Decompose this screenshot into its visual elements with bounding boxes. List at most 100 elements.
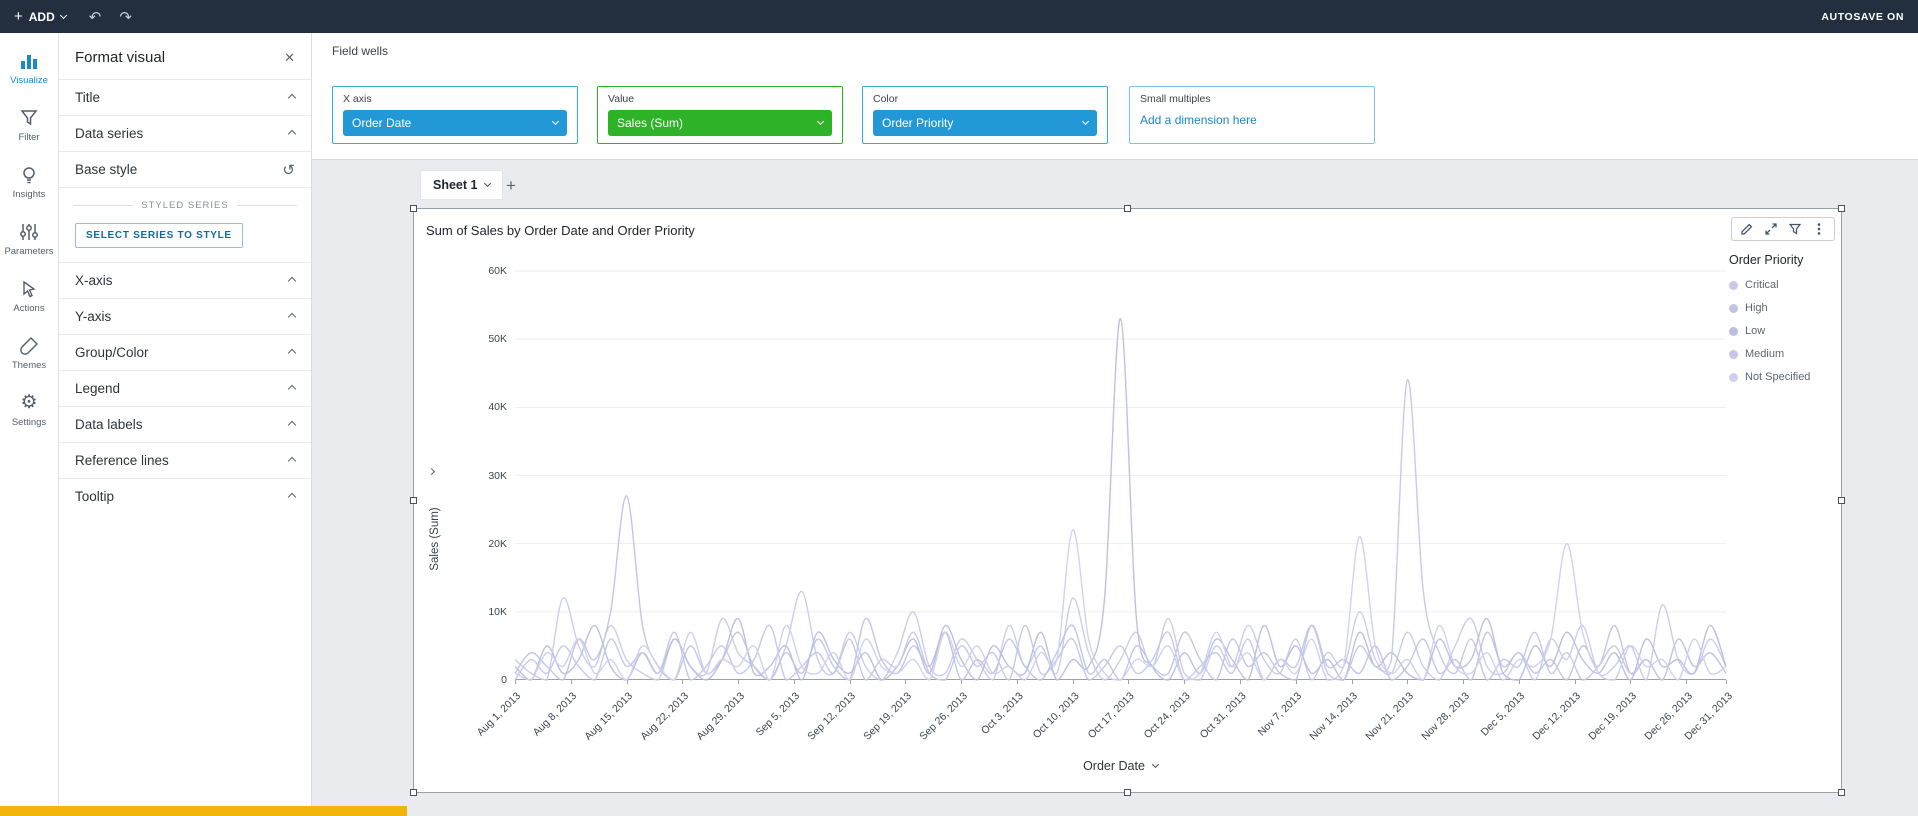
resize-handle-bottom-center[interactable] [1124, 789, 1131, 796]
x-tick-mark [905, 680, 907, 684]
resize-handle-top-center[interactable] [1124, 205, 1131, 212]
section-data-labels[interactable]: Data labels [59, 406, 311, 442]
y-tick-label: 0 [501, 674, 507, 686]
chevron-up-icon [287, 276, 297, 285]
resize-handle-top-right[interactable] [1838, 205, 1845, 212]
x-tick-mark [1240, 680, 1241, 684]
well-name: Small multiples [1140, 93, 1211, 105]
resize-handle-left-middle[interactable] [410, 497, 417, 504]
reset-icon[interactable]: ↺ [282, 161, 295, 179]
top-bar: + ADD ↶ ↷ AUTOSAVE ON [0, 0, 1918, 33]
section-x-axis[interactable]: X-axis [59, 262, 311, 298]
rail-item-filter[interactable]: Filter [18, 108, 40, 143]
section-reference-lines[interactable]: Reference lines [59, 442, 311, 478]
x-tick-label: Oct 10, 2013 [1030, 690, 1082, 742]
x-tick-label: Dec 12, 2013 [1530, 690, 1584, 743]
x-tick-label: Aug 29, 2013 [693, 690, 747, 743]
chevron-down-icon [816, 117, 825, 126]
resize-handle-bottom-right[interactable] [1838, 789, 1845, 796]
section-label: Data labels [75, 417, 143, 432]
x-tick-label: Nov 7, 2013 [1255, 690, 1305, 739]
section-label: Group/Color [75, 345, 149, 360]
well-x-axis-pill[interactable]: Order Date [343, 110, 567, 136]
cursor-icon [23, 280, 36, 298]
rail-item-insights[interactable]: Insights [13, 165, 45, 200]
y-tick-label: 40K [488, 401, 507, 414]
x-axis-title[interactable]: Order Date [515, 759, 1726, 773]
rail-item-actions[interactable]: Actions [13, 279, 45, 314]
pencil-icon[interactable] [1736, 221, 1758, 237]
visual-title: Sum of Sales by Order Date and Order Pri… [426, 223, 695, 238]
x-tick-mark [849, 680, 851, 684]
legend-label: Not Specified [1745, 371, 1811, 383]
legend-item-medium[interactable]: Medium [1729, 348, 1829, 360]
x-tick-label: Nov 28, 2013 [1418, 690, 1472, 743]
section-label: Reference lines [75, 453, 169, 468]
x-tick-label: Aug 22, 2013 [638, 690, 691, 743]
field-wells-label: Field wells [332, 44, 389, 58]
resize-handle-top-left[interactable] [410, 205, 417, 212]
well-color-pill[interactable]: Order Priority [873, 110, 1097, 136]
rail-label: Parameters [4, 246, 54, 257]
pill-label: Order Date [352, 116, 412, 130]
section-title[interactable]: Title [59, 79, 311, 115]
add-button-label: ADD [28, 9, 55, 24]
x-tick-mark [1072, 680, 1074, 684]
legend-item-critical[interactable]: Critical [1729, 279, 1829, 291]
x-tick-mark [1686, 680, 1688, 684]
x-tick-mark [682, 680, 684, 684]
x-tick-mark [515, 680, 516, 684]
add-sheet-button[interactable]: + [506, 176, 516, 195]
chart-plot-area[interactable]: 0 10K 20K 30K 40K 50K 60K Aug 1, 2013 Aug 8, 201… [475, 265, 1735, 743]
rail-label: Visualize [10, 75, 48, 86]
x-tick-label: Oct 31, 2013 [1197, 690, 1249, 742]
x-tick-label: Sep 12, 2013 [805, 690, 859, 743]
add-button[interactable]: + ADD [0, 0, 80, 33]
legend-item-not-specified[interactable]: Not Specified [1729, 371, 1829, 383]
expand-icon[interactable] [1760, 221, 1782, 237]
legend-item-low[interactable]: Low [1729, 325, 1829, 337]
x-tick-label: Sep 5, 2013 [753, 690, 803, 739]
x-tick-mark [738, 680, 740, 684]
plus-icon: + [14, 8, 23, 25]
section-base-style[interactable]: Base style ↺ [59, 151, 311, 187]
x-tick-label: Nov 14, 2013 [1307, 690, 1361, 743]
rail-item-settings[interactable]: ⚙ Settings [12, 393, 46, 429]
close-icon[interactable]: ✕ [284, 49, 295, 65]
legend-item-high[interactable]: High [1729, 302, 1829, 314]
select-series-button[interactable]: SELECT SERIES TO STYLE [75, 223, 243, 248]
x-tick-label: Nov 21, 2013 [1363, 690, 1416, 743]
series-line-low [514, 317, 1727, 681]
resize-handle-bottom-left[interactable] [410, 789, 417, 796]
section-data-series[interactable]: Data series [59, 115, 311, 151]
chevron-right-icon[interactable] [427, 461, 436, 479]
section-group-color[interactable]: Group/Color [59, 334, 311, 370]
rail-item-themes[interactable]: Themes [12, 336, 46, 371]
legend-dot [1729, 280, 1738, 290]
rail-item-visualize[interactable]: Visualize [10, 51, 48, 86]
lightbulb-icon [23, 167, 35, 184]
styled-series-label: STYLED SERIES [59, 200, 311, 211]
format-visual-panel: Format visual ✕ Title Data series Base s… [59, 33, 312, 806]
visual-card[interactable]: Sum of Sales by Order Date and Order Pri… [410, 205, 1845, 796]
resize-handle-right-middle[interactable] [1838, 497, 1845, 504]
section-legend[interactable]: Legend [59, 370, 311, 406]
field-wells-bar[interactable]: Field wells X axis Order Date Value Sale… [312, 33, 1918, 160]
brush-icon [20, 337, 38, 355]
redo-button[interactable]: ↷ [110, 8, 141, 26]
section-y-axis[interactable]: Y-axis [59, 298, 311, 334]
add-dimension-link[interactable]: Add a dimension here [1140, 113, 1257, 127]
menu-dots-icon[interactable] [1808, 221, 1830, 237]
rail-item-parameters[interactable]: Parameters [4, 222, 54, 257]
well-value-pill[interactable]: Sales (Sum) [608, 110, 832, 136]
section-tooltip[interactable]: Tooltip [59, 478, 311, 514]
undo-button[interactable]: ↶ [80, 8, 111, 26]
x-tick-mark [1463, 680, 1465, 684]
filter-icon[interactable] [1784, 221, 1806, 237]
rail-label: Filter [18, 132, 40, 143]
chevron-down-icon [59, 11, 67, 19]
x-tick-mark [570, 680, 572, 684]
autosave-status: AUTOSAVE ON [1821, 10, 1904, 23]
x-tick-mark [1351, 680, 1353, 684]
tab-sheet-1[interactable]: Sheet 1 [421, 171, 503, 199]
